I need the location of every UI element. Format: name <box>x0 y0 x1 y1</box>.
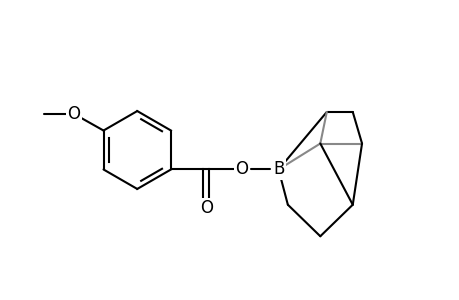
Text: O: O <box>199 200 212 217</box>
Text: B: B <box>272 160 284 178</box>
Text: O: O <box>67 105 80 123</box>
Text: O: O <box>235 160 247 178</box>
